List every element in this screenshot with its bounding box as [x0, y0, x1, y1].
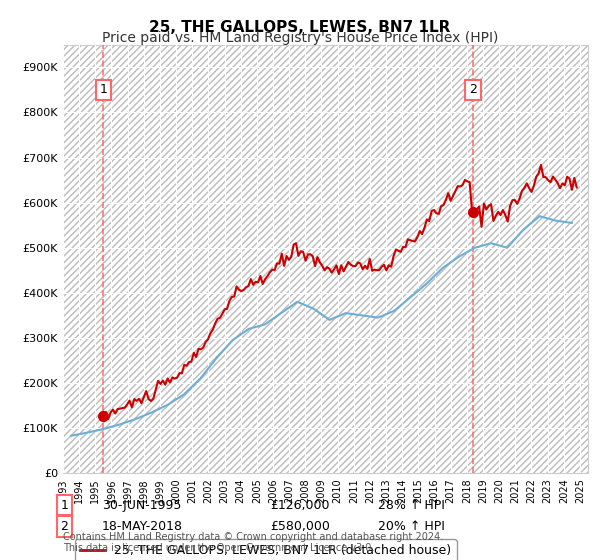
Text: £126,000: £126,000: [270, 498, 329, 512]
Text: 30-JUN-1995: 30-JUN-1995: [102, 498, 181, 512]
Text: 2: 2: [60, 520, 68, 533]
Text: 25, THE GALLOPS, LEWES, BN7 1LR: 25, THE GALLOPS, LEWES, BN7 1LR: [149, 20, 451, 35]
Text: 1: 1: [100, 83, 107, 96]
Text: 20% ↑ HPI: 20% ↑ HPI: [378, 520, 445, 533]
Text: 1: 1: [60, 498, 68, 512]
Text: Contains HM Land Registry data © Crown copyright and database right 2024.
This d: Contains HM Land Registry data © Crown c…: [63, 531, 443, 553]
Text: 28% ↑ HPI: 28% ↑ HPI: [378, 498, 445, 512]
Bar: [580, 45, 588, 473]
Legend: 25, THE GALLOPS, LEWES, BN7 1LR (detached house), HPI: Average price, detached h: 25, THE GALLOPS, LEWES, BN7 1LR (detache…: [74, 539, 457, 560]
Text: 2: 2: [469, 83, 477, 96]
Text: £580,000: £580,000: [270, 520, 330, 533]
Text: Price paid vs. HM Land Registry's House Price Index (HPI): Price paid vs. HM Land Registry's House …: [102, 31, 498, 45]
Text: 18-MAY-2018: 18-MAY-2018: [102, 520, 183, 533]
